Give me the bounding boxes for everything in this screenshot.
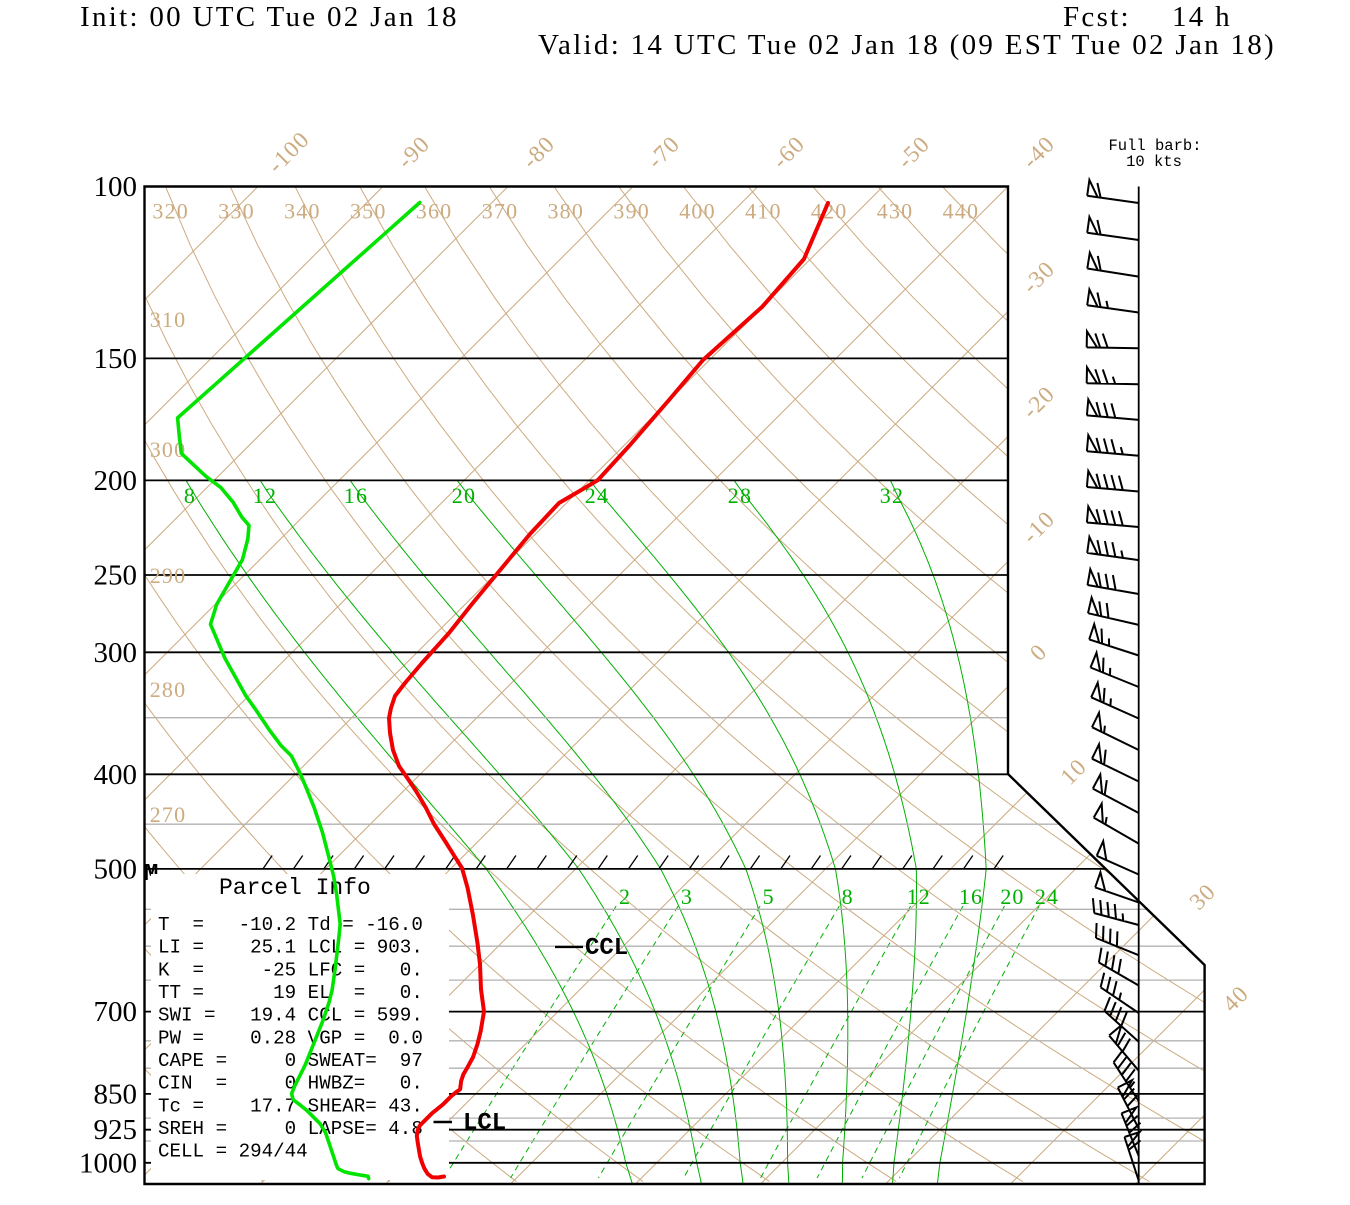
svg-text:290: 290 — [150, 563, 187, 588]
svg-text:310: 310 — [150, 307, 187, 332]
svg-text:100: 100 — [94, 171, 138, 203]
svg-text:400: 400 — [94, 759, 138, 791]
svg-text:320: 320 — [152, 199, 189, 224]
svg-text:150: 150 — [94, 343, 138, 375]
svg-text:340: 340 — [284, 199, 321, 224]
svg-text:8: 8 — [184, 483, 196, 508]
svg-text:CIN = 0 HWBZ= 0.: CIN = 0 HWBZ= 0. — [158, 1073, 423, 1095]
svg-text:370: 370 — [482, 199, 519, 224]
svg-text:Valid: 14 UTC Tue 02 Jan 18 (0: Valid: 14 UTC Tue 02 Jan 18 (09 EST Tue … — [538, 29, 1276, 61]
svg-text:24: 24 — [1035, 884, 1059, 909]
svg-text:LI = 25.1 LCL = 903.: LI = 25.1 LCL = 903. — [158, 937, 423, 959]
svg-text:10 kts: 10 kts — [1126, 153, 1182, 171]
svg-text:SREH = 0 LAPSE= 4.8: SREH = 0 LAPSE= 4.8 — [158, 1118, 423, 1140]
svg-text:250: 250 — [94, 560, 138, 592]
svg-text:24: 24 — [585, 483, 609, 508]
svg-text:16: 16 — [344, 483, 368, 508]
svg-text:300: 300 — [94, 637, 138, 669]
svg-text:700: 700 — [94, 996, 138, 1028]
svg-text:8: 8 — [842, 884, 854, 909]
svg-text:CCL: CCL — [585, 935, 628, 962]
svg-text:14 h: 14 h — [1172, 1, 1232, 33]
svg-text:Init: 00 UTC Tue 02 Jan 18: Init: 00 UTC Tue 02 Jan 18 — [80, 1, 459, 33]
svg-text:410: 410 — [745, 199, 782, 224]
svg-text:Tc = 17.7 SHEAR= 43.: Tc = 17.7 SHEAR= 43. — [158, 1095, 423, 1117]
svg-text:CAPE = 0 SWEAT= 97: CAPE = 0 SWEAT= 97 — [158, 1050, 423, 1072]
svg-text:430: 430 — [877, 199, 914, 224]
svg-text:925: 925 — [94, 1114, 138, 1146]
svg-text:5: 5 — [763, 884, 775, 909]
svg-text:20: 20 — [1000, 884, 1024, 909]
svg-text:440: 440 — [943, 199, 980, 224]
svg-text:12: 12 — [907, 884, 931, 909]
svg-text:16: 16 — [959, 884, 983, 909]
svg-text:20: 20 — [452, 483, 476, 508]
svg-text:3: 3 — [681, 884, 693, 909]
svg-text:12: 12 — [253, 483, 277, 508]
svg-text:K = -25 LFC = 0.: K = -25 LFC = 0. — [158, 959, 423, 981]
svg-text:Fcst:: Fcst: — [1063, 1, 1131, 33]
svg-text:850: 850 — [94, 1078, 138, 1110]
svg-text:390: 390 — [613, 199, 650, 224]
svg-text:T = -10.2 Td = -16.0: T = -10.2 Td = -16.0 — [158, 914, 423, 936]
svg-text:TT = 19 EL = 0.: TT = 19 EL = 0. — [158, 982, 423, 1004]
svg-text:380: 380 — [547, 199, 584, 224]
svg-text:PW = 0.28 VGP = 0.0: PW = 0.28 VGP = 0.0 — [158, 1027, 423, 1049]
svg-text:270: 270 — [150, 802, 187, 827]
svg-text:32: 32 — [880, 483, 904, 508]
svg-text:Parcel Info: Parcel Info — [219, 875, 371, 901]
svg-text:280: 280 — [150, 677, 187, 702]
svg-text:1000: 1000 — [79, 1147, 137, 1179]
svg-text:500: 500 — [94, 853, 138, 885]
svg-text:CELL = 294/44: CELL = 294/44 — [158, 1141, 308, 1163]
svg-text:28: 28 — [728, 483, 752, 508]
svg-text:Full barb:: Full barb: — [1108, 137, 1201, 155]
svg-text:200: 200 — [94, 465, 138, 497]
svg-text:330: 330 — [218, 199, 255, 224]
svg-text:SWI = 19.4 CCL = 599.: SWI = 19.4 CCL = 599. — [158, 1005, 423, 1027]
svg-text:360: 360 — [416, 199, 453, 224]
svg-text:LCL: LCL — [463, 1110, 506, 1137]
svg-text:400: 400 — [679, 199, 716, 224]
svg-text:350: 350 — [350, 199, 387, 224]
svg-text:2: 2 — [619, 884, 631, 909]
